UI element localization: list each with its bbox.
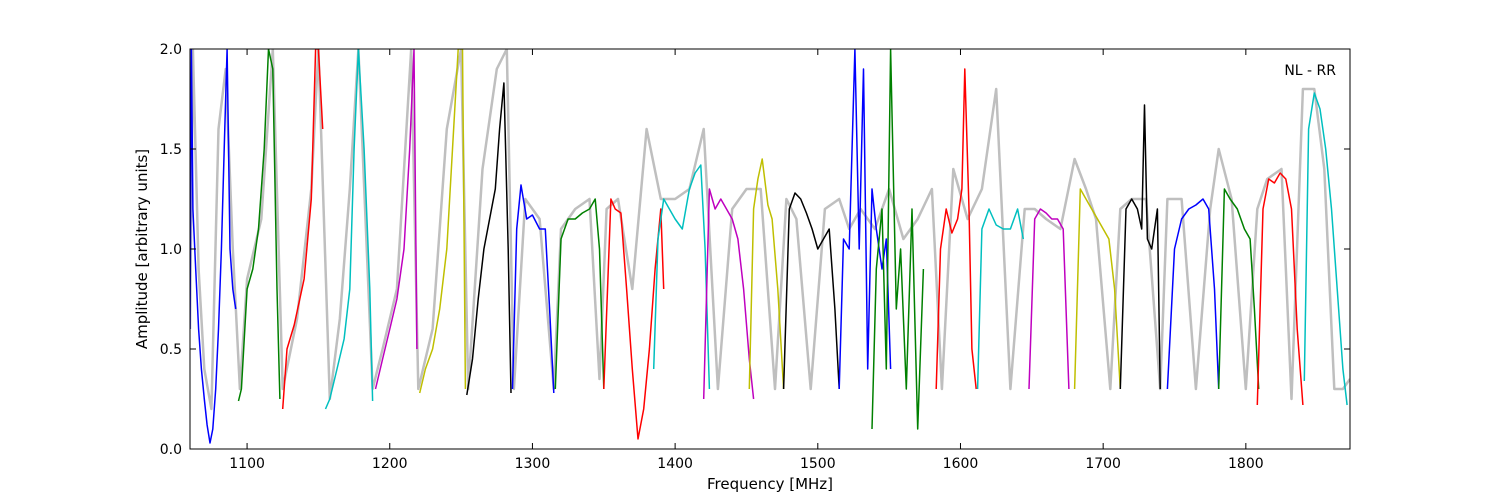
- background-trace-line: [190, 49, 1350, 411]
- series-line-5: [374, 49, 418, 390]
- x-tick-label: 1100: [229, 456, 265, 472]
- x-tick-label: 1700: [1085, 456, 1121, 472]
- series-line-14: [782, 192, 840, 390]
- series-line-3: [281, 49, 324, 410]
- y-tick-label: 1.5: [160, 142, 182, 158]
- y-tick-label: 0.0: [160, 442, 182, 458]
- background-trace-layer: [190, 49, 1350, 411]
- x-tick-label: 1400: [657, 456, 693, 472]
- series-line-17: [935, 68, 977, 390]
- x-tick-label: 1800: [1228, 456, 1264, 472]
- x-tick-label: 1300: [515, 456, 551, 472]
- series-line-11: [652, 164, 711, 390]
- y-tick-label: 0.5: [160, 342, 182, 358]
- series-line-23: [1217, 188, 1260, 390]
- x-axis: 1100 1200 1300 1400 1500 1600 1700 1800: [229, 49, 1264, 472]
- series-line-13: [748, 158, 785, 390]
- series-line-21: [1119, 104, 1161, 390]
- series-line-1: [190, 49, 237, 444]
- plot-background: [190, 49, 1350, 449]
- x-tick-label: 1200: [372, 456, 408, 472]
- legend-annotation: NL - RR: [1284, 63, 1336, 79]
- series-line-20: [1073, 188, 1122, 390]
- series-line-24: [1256, 172, 1304, 406]
- series-line-22: [1166, 198, 1220, 390]
- series-line-2: [237, 49, 281, 402]
- x-axis-label: Frequency [MHz]: [707, 475, 833, 493]
- y-tick-label: 1.0: [160, 242, 182, 258]
- y-axis: 0.0 0.5 1.0 1.5 2.0: [160, 42, 1350, 458]
- series-line-7: [466, 82, 512, 396]
- x-tick-label: 1600: [943, 456, 979, 472]
- series-line-25: [1303, 92, 1348, 406]
- y-axis-label: Amplitude [arbitrary units]: [133, 149, 151, 349]
- series-line-15: [838, 49, 892, 390]
- series-line-16: [871, 49, 925, 430]
- series-line-19: [1028, 208, 1070, 390]
- x-tick-label: 1500: [800, 456, 836, 472]
- series-line-6: [418, 49, 467, 394]
- series-line-10: [603, 198, 665, 440]
- series-line-12: [702, 188, 755, 400]
- series-line-9: [554, 198, 605, 390]
- y-tick-label: 2.0: [160, 42, 182, 58]
- series-line-4: [324, 49, 374, 410]
- series-line-18: [976, 208, 1025, 390]
- series-layer: [190, 49, 1348, 444]
- series-line-8: [511, 184, 555, 394]
